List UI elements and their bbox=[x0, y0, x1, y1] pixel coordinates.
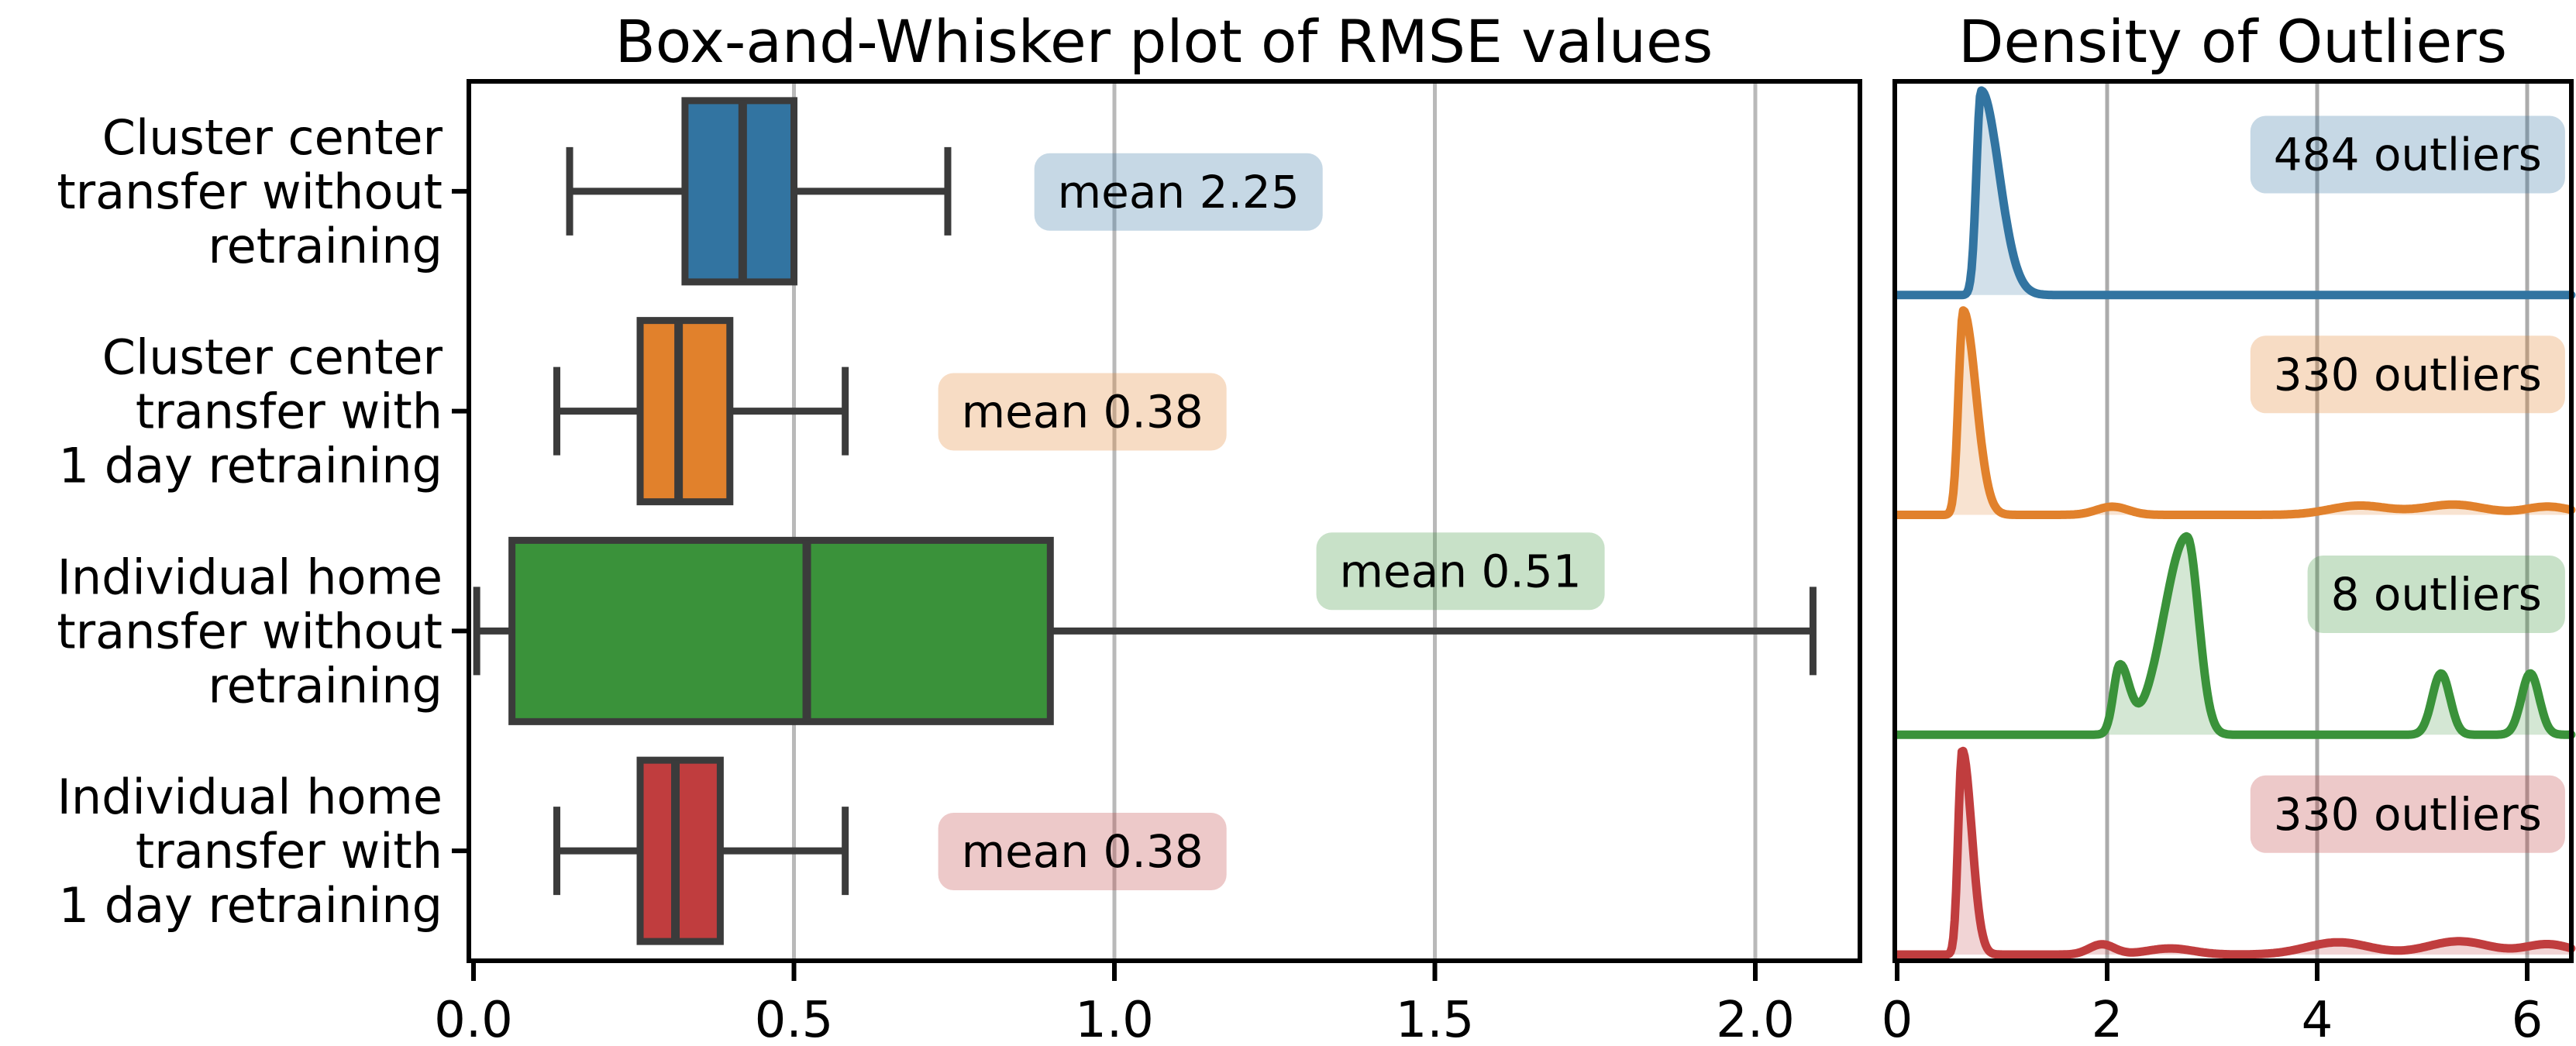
outlier-annotation: 8 outliers bbox=[2307, 556, 2565, 634]
outlier-annotation: 330 outliers bbox=[2250, 335, 2565, 414]
mean-annotation-bg bbox=[1316, 532, 1605, 611]
box-row bbox=[553, 317, 849, 506]
outlier-annotation-bg bbox=[2307, 556, 2565, 634]
left-plot-title: Box-and-Whisker plot of RMSE values bbox=[615, 7, 1713, 76]
density-curve bbox=[1892, 86, 2576, 300]
outlier-annotation-text: 484 outliers bbox=[2274, 129, 2542, 181]
right-plot-title: Density of Outliers bbox=[1958, 7, 2507, 76]
plot-frame bbox=[1892, 79, 2574, 963]
outlier-annotation-bg bbox=[2250, 335, 2565, 414]
x-tick-label: 6 bbox=[2512, 992, 2543, 1043]
outlier-annotation-bg bbox=[2250, 115, 2565, 194]
mean-annotation: mean 0.38 bbox=[938, 813, 1227, 891]
mean-annotation-bg bbox=[938, 813, 1227, 891]
box-row bbox=[566, 97, 952, 286]
outlier-annotation-text: 330 outliers bbox=[2274, 788, 2542, 841]
mean-annotation-bg bbox=[1034, 153, 1323, 231]
mean-annotation: mean 0.38 bbox=[938, 373, 1227, 451]
density-row bbox=[1892, 86, 2576, 300]
mean-annotation-text: mean 0.51 bbox=[1340, 545, 1582, 597]
mean-annotation: mean 2.25 bbox=[1034, 153, 1323, 231]
category-label-line: retraining bbox=[208, 657, 443, 714]
mean-annotation-text: mean 2.25 bbox=[1058, 166, 1300, 218]
density-curve bbox=[1892, 306, 2576, 519]
box-row bbox=[473, 536, 1817, 725]
density-row bbox=[1892, 306, 2576, 519]
mean-annotation: mean 0.51 bbox=[1316, 532, 1605, 611]
mean-annotation-text: mean 0.38 bbox=[962, 386, 1204, 439]
outlier-annotation-text: 330 outliers bbox=[2274, 348, 2542, 401]
category-label-line: Individual home bbox=[57, 549, 443, 605]
category-label-line: transfer with bbox=[136, 823, 443, 879]
category-label-line: transfer with bbox=[136, 384, 443, 440]
box bbox=[636, 317, 734, 506]
density-row bbox=[1892, 532, 2576, 739]
x-tick-label: 2.0 bbox=[1716, 992, 1795, 1043]
category-label-line: transfer without bbox=[57, 603, 443, 659]
density-row bbox=[1892, 746, 2576, 959]
category-label-line: Cluster center bbox=[102, 329, 443, 386]
box bbox=[636, 756, 724, 945]
category-label-line: 1 day retraining bbox=[59, 438, 443, 494]
density-curve bbox=[1892, 532, 2576, 739]
x-tick-label: 1.0 bbox=[1075, 992, 1154, 1043]
box-row bbox=[553, 756, 849, 945]
mean-annotation-text: mean 0.38 bbox=[962, 825, 1204, 878]
x-tick-label: 4 bbox=[2302, 992, 2333, 1043]
category-label-line: transfer without bbox=[57, 163, 443, 220]
density-panel: 484 outliers 330 outliers 8 outliers 330 ou… bbox=[1882, 79, 2576, 1046]
outlier-annotation: 330 outliers bbox=[2250, 775, 2565, 853]
category-label-line: Cluster center bbox=[102, 109, 443, 166]
outlier-annotation-bg bbox=[2250, 775, 2565, 853]
outlier-annotation-text: 8 outliers bbox=[2331, 568, 2542, 621]
mean-annotation-bg bbox=[938, 373, 1227, 451]
category-label-line: Individual home bbox=[57, 769, 443, 825]
category-label-line: 1 day retraining bbox=[59, 877, 443, 934]
density-curve bbox=[1892, 746, 2576, 959]
outlier-annotation: 484 outliers bbox=[2250, 115, 2565, 194]
plot-frame bbox=[467, 79, 1862, 963]
x-tick-label: 2 bbox=[2092, 992, 2123, 1043]
x-tick-label: 1.5 bbox=[1396, 992, 1475, 1043]
box bbox=[508, 536, 1054, 725]
x-tick-label: 0 bbox=[1882, 992, 1913, 1043]
x-tick-label: 0.0 bbox=[434, 992, 513, 1043]
x-tick-label: 0.5 bbox=[755, 992, 834, 1043]
category-label-line: retraining bbox=[208, 218, 443, 274]
